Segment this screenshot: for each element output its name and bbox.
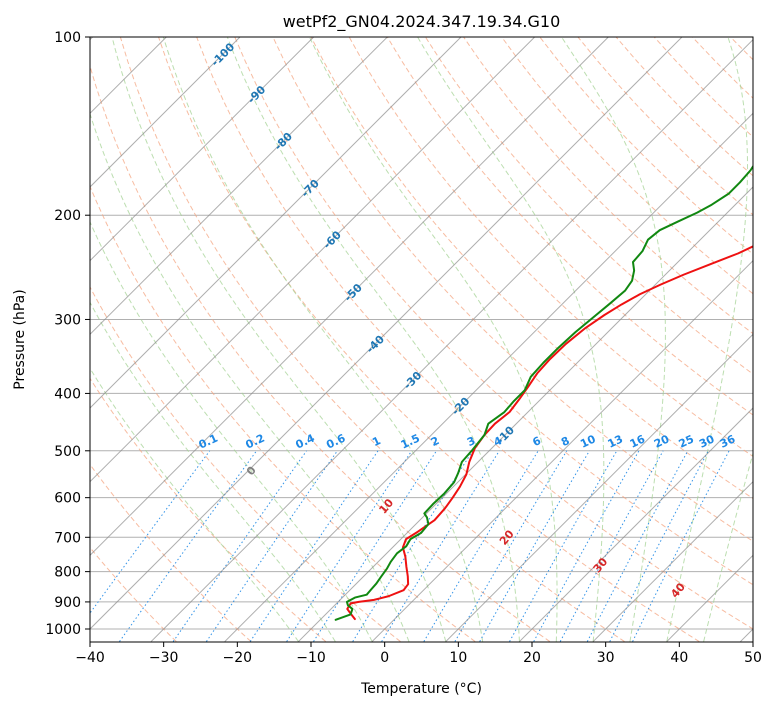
y-tick-label: 1000 [45,622,81,638]
x-tick-label: 50 [744,650,762,666]
moist-adiabat [90,301,336,642]
mixing-ratio-label: 30 [697,432,717,450]
y-tick-label: 400 [54,386,81,402]
y-tick-label: 700 [54,530,81,546]
dry-adiabat [501,37,753,295]
x-tick-label: −30 [149,650,179,666]
moist-adiabat [162,37,484,642]
isotherm-line [90,37,388,336]
y-tick-label: 900 [54,595,81,611]
isotherm-line [90,37,315,262]
mixing-ratio-line [559,450,664,642]
dry-adiabat [425,37,753,375]
isotherm-line [371,259,753,642]
mixing-ratio-line [249,450,379,642]
y-tick-label: 200 [54,208,81,224]
y-tick-label: 600 [54,491,81,507]
dry-adiabat [310,37,753,500]
chart-title: wetPf2_GN04.2024.347.19.34.G10 [283,12,561,32]
mixing-ratio-lines [90,450,730,642]
dry-adiabat [119,37,625,642]
isotherm-line [298,186,753,642]
x-tick-label: −20 [223,650,253,666]
y-tick-label: 500 [54,444,81,460]
moist-adiabat [309,37,558,642]
moist-adiabat [226,37,520,642]
mixing-ratio-line [381,450,500,642]
plot-area: -100-90-80-70-60-50-40-30-20-100.1 0.2 0.4… [90,37,753,642]
y-axis-ticks: 100 200 300 400 500 600 700 800 900 1000 [45,30,90,638]
x-tick-label: −40 [75,650,105,666]
x-tick-label: 20 [523,650,541,666]
moist-adiabat [666,37,749,642]
x-tick-label: 10 [449,650,467,666]
dry-adiabat [90,463,252,642]
dry-adiabat [90,377,327,642]
y-tick-label: 300 [54,312,81,328]
mixing-ratio-line [206,450,338,642]
isotherm-line [519,407,753,642]
isotherm-line [592,480,753,642]
moist-adiabat [90,112,410,642]
isotherm-line [90,37,683,630]
x-tick-label: 40 [670,650,688,666]
plot-frame [89,36,754,643]
moist-adiabat [417,37,605,642]
x-axis-title: Temperature (°C) [360,681,482,697]
temperature-profile-line [346,245,753,621]
moist-adiabat [111,37,447,642]
dry-adiabat [196,37,753,630]
isotherms [90,37,753,642]
dry-adiabat [158,37,700,642]
mixing-ratio-label: 16 [628,432,648,450]
dry-adiabat [90,546,177,642]
mixing-ratio-line [172,450,307,642]
x-tick-label: 0 [380,650,389,666]
dry-adiabat [386,37,753,416]
y-tick-label: 800 [54,565,81,581]
mixing-ratio-line [632,450,730,642]
isotherm-line [224,112,753,642]
dewpoint-profile-line [334,164,753,621]
dry-adiabat [90,185,476,642]
mixing-ratio-line [286,450,413,642]
mixing-ratio-line [509,450,618,642]
x-tick-label: −10 [296,650,326,666]
isotherm-line [90,37,241,188]
isotherm-line [150,38,753,642]
isotherm-line [90,37,536,483]
y-axis-title: Pressure (hPa) [12,289,28,389]
moist-adiabat [703,451,753,642]
dry-adiabat [234,37,753,586]
mixing-ratio-label: 25 [677,433,696,451]
y-tick-label: 100 [54,30,81,46]
moist-adiabats [90,37,753,642]
mixing-ratio-label: 36 [718,432,738,450]
mixing-ratio-label: 13 [606,433,625,451]
mixing-ratio-line [533,450,640,642]
sounding-series [334,164,753,621]
isotherm-line [445,333,753,642]
mixing-ratio-label: 20 [652,432,672,450]
dry-adiabat [272,37,753,542]
isotherm-line [90,37,462,409]
x-axis-ticks: −40 −30 −20 −10 0 10 20 30 40 50 [75,642,762,666]
dry-adiabat [90,64,551,642]
moist-adiabat [561,37,666,642]
mixing-ratio-line [313,450,437,642]
mixing-ratio-line [90,450,211,614]
mixing-ratio-label: 10 [578,432,598,450]
dry-adiabat [348,37,753,458]
x-tick-label: 30 [597,650,615,666]
moist-adiabat [90,220,373,642]
isotherm-line [90,37,609,557]
